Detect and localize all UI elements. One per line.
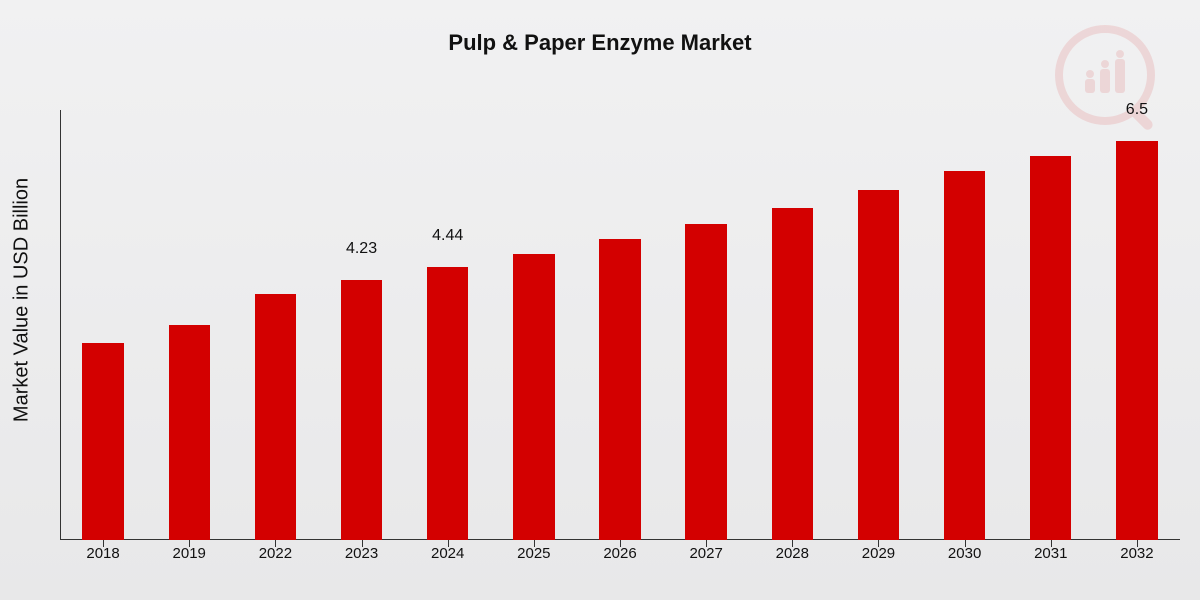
x-tick-label: 2024 (431, 545, 464, 562)
bar (1116, 141, 1157, 540)
bar (513, 254, 554, 540)
x-tick-label: 2026 (603, 545, 636, 562)
bar-value-label: 6.5 (1126, 101, 1148, 119)
bar-value-label: 4.44 (432, 227, 463, 245)
x-tick-label: 2032 (1120, 545, 1153, 562)
y-axis-label: Market Value in USD Billion (11, 178, 34, 422)
x-tick-label: 2027 (689, 545, 722, 562)
bar (427, 267, 468, 540)
x-tick-label: 2018 (86, 545, 119, 562)
bar (82, 343, 123, 540)
x-tick-label: 2025 (517, 545, 550, 562)
x-tick-label: 2023 (345, 545, 378, 562)
bar-value-label: 4.23 (346, 240, 377, 258)
chart-title: Pulp & Paper Enzyme Market (0, 30, 1200, 56)
x-tick-label: 2029 (862, 545, 895, 562)
x-tick-label: 2019 (173, 545, 206, 562)
bar (685, 224, 726, 540)
bar (944, 171, 985, 540)
bar (169, 325, 210, 540)
bar (599, 239, 640, 540)
bar (772, 208, 813, 540)
plot-area: 20182019202220234.2320244.44202520262027… (60, 110, 1180, 540)
bar (341, 280, 382, 540)
bar (858, 190, 899, 540)
x-tick-label: 2030 (948, 545, 981, 562)
x-tick-label: 2028 (776, 545, 809, 562)
bar (255, 294, 296, 540)
y-axis-line (60, 110, 61, 540)
x-tick-label: 2031 (1034, 545, 1067, 562)
bar (1030, 156, 1071, 540)
x-tick-label: 2022 (259, 545, 292, 562)
